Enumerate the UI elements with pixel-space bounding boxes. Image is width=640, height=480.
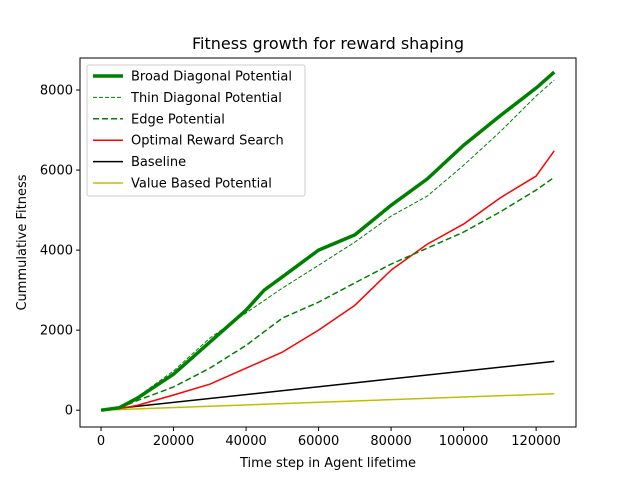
chart-title: Fitness growth for reward shaping — [192, 34, 464, 53]
x-tick-label-6: 120000 — [511, 434, 561, 449]
y-axis-label: Cummulative Fitness — [15, 174, 30, 310]
legend-label-3: Optimal Reward Search — [131, 134, 284, 149]
series-line-0 — [100, 70, 556, 412]
legend: Broad Diagonal Potential Thin Diagonal Po… — [86, 64, 306, 197]
y-tick-label-1: 2000 — [40, 324, 73, 339]
y-tick-label-4: 8000 — [40, 84, 73, 99]
series-line-3 — [100, 150, 555, 411]
legend-label-0: Broad Diagonal Potential — [131, 70, 292, 85]
x-tick-label-1: 20000 — [153, 434, 194, 449]
x-tick-label-2: 40000 — [225, 434, 266, 449]
series-line-5 — [101, 393, 555, 411]
x-tick-label-4: 80000 — [370, 434, 411, 449]
series-line-2 — [100, 176, 555, 411]
x-tick-label-3: 60000 — [298, 434, 339, 449]
x-tick-label-5: 100000 — [439, 434, 489, 449]
plot-frame — [79, 57, 577, 428]
legend-label-1: Thin Diagonal Potential — [130, 91, 282, 106]
legend-label-2: Edge Potential — [131, 112, 225, 127]
y-tick-label-3: 6000 — [40, 164, 73, 179]
legend-label-4: Baseline — [131, 155, 186, 170]
series-layer — [100, 70, 556, 412]
y-tick-label-2: 4000 — [40, 244, 73, 259]
x-tick-label-0: 0 — [97, 434, 105, 449]
legend-items: Broad Diagonal Potential Thin Diagonal Po… — [93, 70, 292, 192]
legend-box — [86, 64, 306, 197]
x-axis-label: Time step in Agent lifetime — [239, 456, 416, 471]
ticks-layer: 0 20000 40000 60000 80000 100000 120000 0 2000 40… — [40, 84, 561, 449]
legend-label-5: Value Based Potential — [131, 177, 272, 192]
series-line-4 — [100, 360, 555, 411]
y-tick-label-0: 0 — [65, 404, 73, 419]
